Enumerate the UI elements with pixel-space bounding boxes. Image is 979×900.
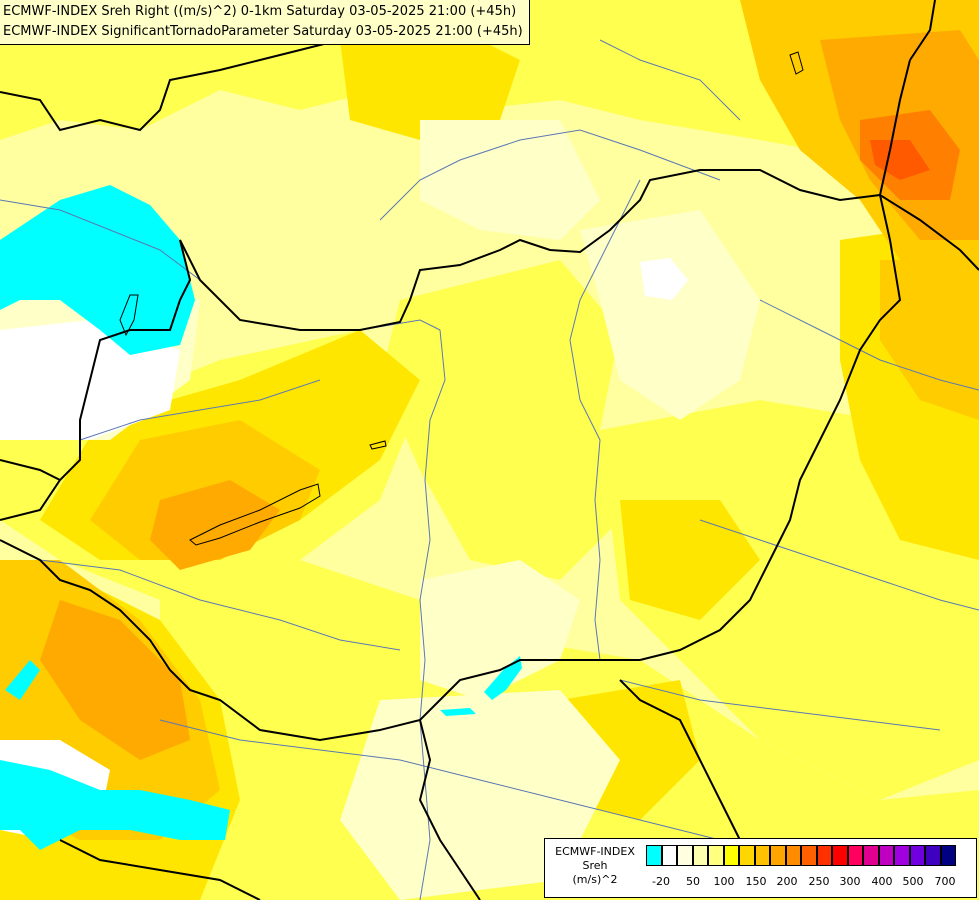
border-hungary-romania bbox=[639, 194, 902, 661]
cyan-area-southwest bbox=[0, 760, 230, 850]
title-line-sreh: ECMWF-INDEX Sreh Right ((m/s)^2) 0-1km S… bbox=[3, 4, 517, 19]
river-northern bbox=[379, 129, 721, 221]
legend-swatch bbox=[770, 845, 786, 866]
river-east bbox=[759, 299, 979, 391]
river-mures bbox=[699, 519, 979, 611]
orange-area-southwest bbox=[40, 600, 190, 760]
pale-area-south bbox=[420, 560, 580, 700]
pale-area-center-east bbox=[580, 210, 760, 420]
color-legend: ECMWF-INDEX Sreh (m/s)^2 -20 50 100 150 200 2… bbox=[544, 838, 977, 898]
legend-ticks: -20 50 100 150 200 250 300 400 500 700 bbox=[646, 875, 976, 891]
cyan-area-northwest bbox=[0, 185, 195, 355]
yellow-area-center bbox=[380, 260, 620, 580]
border-ukraine bbox=[878, 59, 979, 271]
legend-swatch bbox=[723, 845, 739, 866]
legend-swatch bbox=[940, 845, 956, 866]
legend-swatch bbox=[816, 845, 832, 866]
river-southeast bbox=[619, 679, 941, 731]
legend-swatch bbox=[708, 845, 724, 866]
title-line-stp: ECMWF-INDEX SignificantTornadoParameter … bbox=[3, 24, 523, 39]
border-north-east bbox=[909, 0, 936, 61]
border-bosnia bbox=[59, 839, 261, 900]
legend-swatch bbox=[894, 845, 910, 866]
legend-swatch bbox=[739, 845, 755, 866]
legend-swatch bbox=[909, 845, 925, 866]
legend-tick-label: 100 bbox=[713, 875, 735, 888]
lakes bbox=[119, 51, 804, 546]
border-austria-hungary bbox=[0, 239, 192, 521]
border-slovakia-hungary bbox=[179, 169, 881, 331]
rivers bbox=[0, 39, 979, 900]
legend-tick-label: 250 bbox=[808, 875, 830, 888]
legend-swatch bbox=[661, 845, 677, 866]
pale-area-center bbox=[420, 120, 600, 240]
river-danube-main bbox=[419, 329, 446, 900]
legend-swatch bbox=[878, 845, 894, 866]
gold-area-southeast bbox=[620, 500, 760, 620]
white-area-center bbox=[640, 258, 688, 300]
border-serbia-croatia bbox=[418, 719, 481, 900]
legend-tick-label: 50 bbox=[686, 875, 700, 888]
legend-swatch bbox=[847, 845, 863, 866]
orange-area-west bbox=[150, 480, 280, 570]
legend-swatch bbox=[677, 845, 693, 866]
lake-balaton bbox=[189, 483, 321, 546]
legend-swatch bbox=[801, 845, 817, 866]
lake-small-center bbox=[369, 440, 387, 450]
lake-neusiedl bbox=[119, 294, 139, 337]
legend-tick-label: 400 bbox=[871, 875, 893, 888]
legend-swatch bbox=[832, 845, 848, 866]
cyan-area-south-spot bbox=[440, 708, 476, 716]
border-west-small bbox=[0, 459, 61, 481]
legend-swatch bbox=[925, 845, 941, 866]
legend-tick-label: -20 bbox=[652, 875, 670, 888]
legend-swatch bbox=[646, 845, 662, 866]
legend-tick-label: 700 bbox=[934, 875, 956, 888]
cyan-area-south bbox=[484, 656, 522, 700]
river-tisza bbox=[569, 179, 641, 661]
legend-swatches bbox=[646, 845, 956, 866]
border-slovenia-croatia bbox=[0, 539, 640, 742]
river-west bbox=[79, 379, 321, 441]
river-north-east bbox=[599, 39, 741, 121]
legend-line-param: Sreh bbox=[582, 859, 608, 872]
legend-tick-label: 300 bbox=[839, 875, 861, 888]
amber-area-east bbox=[880, 260, 979, 420]
legend-tick-label: 150 bbox=[745, 875, 767, 888]
legend-label: ECMWF-INDEX Sreh (m/s)^2 bbox=[549, 845, 641, 887]
lake-north-east bbox=[789, 51, 804, 75]
map-title: ECMWF-INDEX Sreh Right ((m/s)^2) 0-1km S… bbox=[0, 0, 530, 45]
legend-line-unit: (m/s)^2 bbox=[572, 873, 618, 886]
legend-tick-label: 500 bbox=[902, 875, 924, 888]
legend-swatch bbox=[692, 845, 708, 866]
river-drava bbox=[39, 559, 401, 651]
legend-swatch bbox=[863, 845, 879, 866]
legend-tick-label: 200 bbox=[776, 875, 798, 888]
legend-line-model: ECMWF-INDEX bbox=[555, 845, 635, 858]
border-czech-slovakia-austria bbox=[0, 0, 381, 132]
river-sava bbox=[159, 719, 801, 861]
gold-area-north bbox=[340, 20, 520, 140]
legend-swatch bbox=[754, 845, 770, 866]
cyan-area-west-spot bbox=[5, 660, 40, 700]
legend-swatch bbox=[785, 845, 801, 866]
